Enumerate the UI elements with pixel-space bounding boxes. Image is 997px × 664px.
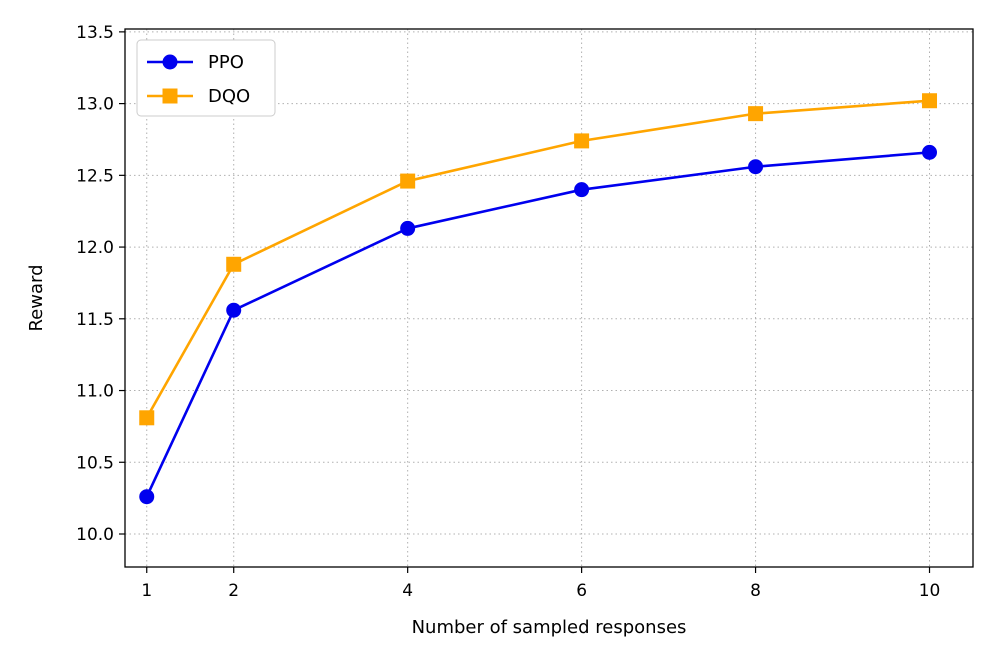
y-tick-label: 12.0	[76, 238, 114, 258]
x-tick-label: 6	[576, 581, 587, 601]
x-tick-label: 2	[228, 581, 239, 601]
y-tick-label: 12.5	[76, 166, 114, 186]
y-tick-label: 10.5	[76, 453, 114, 473]
ppo-line	[145, 151, 930, 498]
x-axis: 1 2 4 6 8 10	[141, 567, 940, 601]
legend-marker-dqo	[162, 88, 178, 104]
dqo-line	[145, 99, 930, 419]
ppo-point	[226, 302, 242, 318]
x-axis-label: Number of sampled responses	[412, 617, 687, 638]
plot-frame	[124, 28, 974, 568]
dqo-point	[400, 173, 416, 189]
x-tick-label: 1	[141, 581, 152, 601]
y-axis-label: Reward	[26, 264, 47, 331]
ppo-point	[400, 220, 416, 236]
y-tick-label: 11.5	[76, 310, 114, 330]
x-tick-label: 8	[750, 581, 761, 601]
legend-label-dqo: DQO	[208, 86, 250, 107]
y-axis: 10.0 10.5 11.0 11.5 12.0 12.5 13.0 13.5	[76, 23, 125, 545]
series-ppo	[139, 144, 938, 505]
ppo-point	[574, 182, 590, 198]
ppo-point	[139, 489, 155, 505]
ppo-point	[748, 159, 764, 175]
series-layer	[139, 93, 938, 505]
dqo-point	[574, 133, 590, 149]
dqo-point	[922, 93, 938, 109]
legend: PPO DQO	[136, 39, 276, 117]
y-tick-label: 13.5	[76, 23, 114, 43]
x-tick-label: 4	[402, 581, 413, 601]
legend-marker-ppo	[162, 54, 178, 70]
dqo-point	[226, 256, 242, 272]
grid	[125, 29, 973, 567]
y-tick-label: 11.0	[76, 382, 114, 402]
legend-box	[136, 39, 276, 117]
dqo-point	[139, 410, 155, 426]
series-dqo	[139, 93, 938, 426]
ppo-point	[922, 144, 938, 160]
y-tick-label: 13.0	[76, 95, 114, 115]
legend-label-ppo: PPO	[208, 52, 244, 73]
dqo-point	[748, 106, 764, 122]
x-tick-label: 10	[919, 581, 941, 601]
y-tick-label: 10.0	[76, 525, 114, 545]
